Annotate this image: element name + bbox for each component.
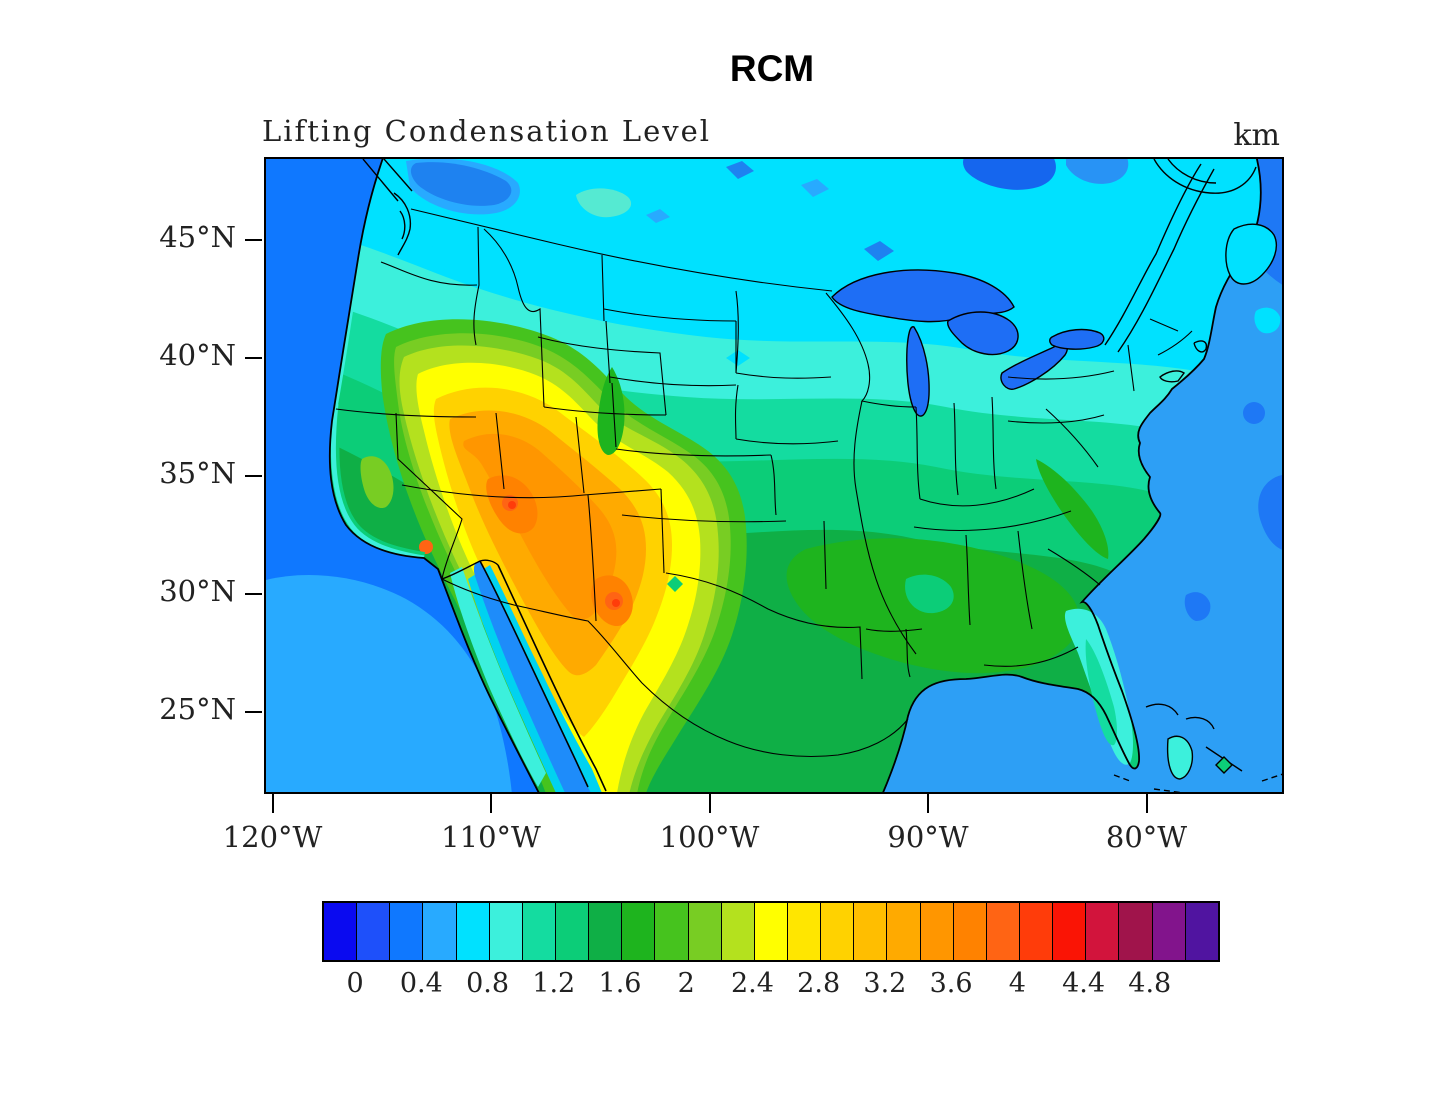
- colorbar-cell: [753, 903, 787, 960]
- pacific-light-patch: [266, 575, 512, 792]
- colorbar-cell: [621, 903, 655, 960]
- colorbar-tick-label: 2.8: [797, 968, 841, 999]
- x-axis-tick-mark: [708, 792, 711, 813]
- colorbar-cell: [820, 903, 854, 960]
- colorbar-tick-label: 4.4: [1062, 968, 1106, 999]
- y-axis-tick-mark: [245, 593, 262, 595]
- lcl-contour-map: [266, 159, 1282, 792]
- colorbar-cell: [1118, 903, 1152, 960]
- colorbar-tick-label: 3.6: [929, 968, 973, 999]
- x-axis-tick-mark: [490, 792, 492, 813]
- colorbar-cell: [687, 903, 721, 960]
- colorbar-tick-label: 3.2: [863, 968, 907, 999]
- cuba-tip: [1113, 773, 1282, 792]
- nova-scotia: [1225, 223, 1278, 285]
- islands-and-features: [362, 159, 1282, 792]
- colorbar-tick-label: 4: [1008, 968, 1026, 999]
- y-axis-tick-mark: [245, 239, 262, 241]
- y-axis-tick-label: 40°N: [159, 338, 236, 372]
- andros-island: [1166, 735, 1194, 780]
- colorbar-cell: [985, 903, 1019, 960]
- colorbar-cell: [1085, 903, 1119, 960]
- state-boundaries: [335, 208, 1193, 757]
- colorbar-cell: [422, 903, 456, 960]
- colorbar-cell: [853, 903, 887, 960]
- x-axis-tick-label: 90°W: [887, 820, 969, 854]
- colorbar-cell: [786, 903, 821, 960]
- colorbar-tick-label: 1.6: [598, 968, 642, 999]
- colorbar-cell: [554, 903, 589, 960]
- y-axis-tick-label: 25°N: [159, 692, 236, 726]
- colorbar-tick-label: 0.4: [399, 968, 443, 999]
- x-axis-tick-label: 80°W: [1105, 820, 1188, 854]
- st-lawrence-river: [1104, 163, 1215, 353]
- colorbar-cell: [654, 903, 688, 960]
- y-axis-tick-label: 30°N: [159, 574, 236, 608]
- colorbar-cell: [1018, 903, 1053, 960]
- colorbar-cell: [1052, 903, 1086, 960]
- x-axis-tick-label: 100°W: [659, 820, 760, 854]
- lake-ontario: [1049, 328, 1105, 350]
- y-axis-tick-label: 45°N: [159, 220, 236, 254]
- x-axis-tick-mark: [927, 792, 929, 813]
- colorbar-cell: [455, 903, 489, 960]
- x-axis-tick-label: 110°W: [441, 820, 541, 854]
- colorbar-cell: [919, 903, 953, 960]
- gulf-of-california: [441, 559, 607, 792]
- long-island: [1159, 370, 1186, 383]
- colorbar-tick-label: 4.8: [1128, 968, 1172, 999]
- x-axis-tick-label: 120°W: [222, 820, 323, 854]
- florida-field: [1064, 608, 1133, 765]
- colorbar-cell: [1184, 903, 1218, 960]
- colorbar: [322, 901, 1220, 962]
- bahama-diamond: [1215, 756, 1233, 774]
- lake-superior: [831, 269, 1015, 323]
- puget-sound: [393, 192, 412, 256]
- colorbar-cell: [521, 903, 555, 960]
- lake-huron: [947, 311, 1019, 356]
- colorbar-cell: [720, 903, 754, 960]
- colorbar-cell: [952, 903, 986, 960]
- colorbar-cell: [588, 903, 622, 960]
- chart-title: RCM: [729, 48, 815, 89]
- x-axis-tick-mark: [1145, 792, 1148, 813]
- y-axis-tick-mark: [245, 475, 262, 477]
- coastlines: [328, 159, 1262, 792]
- colorbar-tick-label: 2: [677, 968, 695, 999]
- map-panel: [264, 157, 1284, 794]
- chart-subtitle: Lifting Condensation Level: [262, 114, 712, 148]
- colorbar-cell: [356, 903, 390, 960]
- vancouver-island: [362, 159, 413, 202]
- gaspe-anticosti: [1153, 159, 1257, 194]
- y-axis-tick-mark: [245, 711, 262, 713]
- units-label: km: [1233, 118, 1280, 153]
- colorbar-cell: [389, 903, 423, 960]
- y-axis-tick-label: 35°N: [159, 456, 236, 490]
- cape-cod: [1193, 340, 1208, 353]
- colorbar-cell: [324, 903, 357, 960]
- colorbar-tick-label: 0: [346, 968, 364, 999]
- colorbar-cell: [1151, 903, 1185, 960]
- colorbar-cell: [488, 903, 522, 960]
- x-axis-tick-mark: [271, 792, 274, 813]
- colorbar-cell: [886, 903, 920, 960]
- y-axis-tick-mark: [245, 357, 262, 359]
- colorbar-tick-label: 0.8: [466, 968, 510, 999]
- colorbar-tick-label: 1.2: [532, 968, 576, 999]
- colorbar-tick-label: 2.4: [730, 968, 774, 999]
